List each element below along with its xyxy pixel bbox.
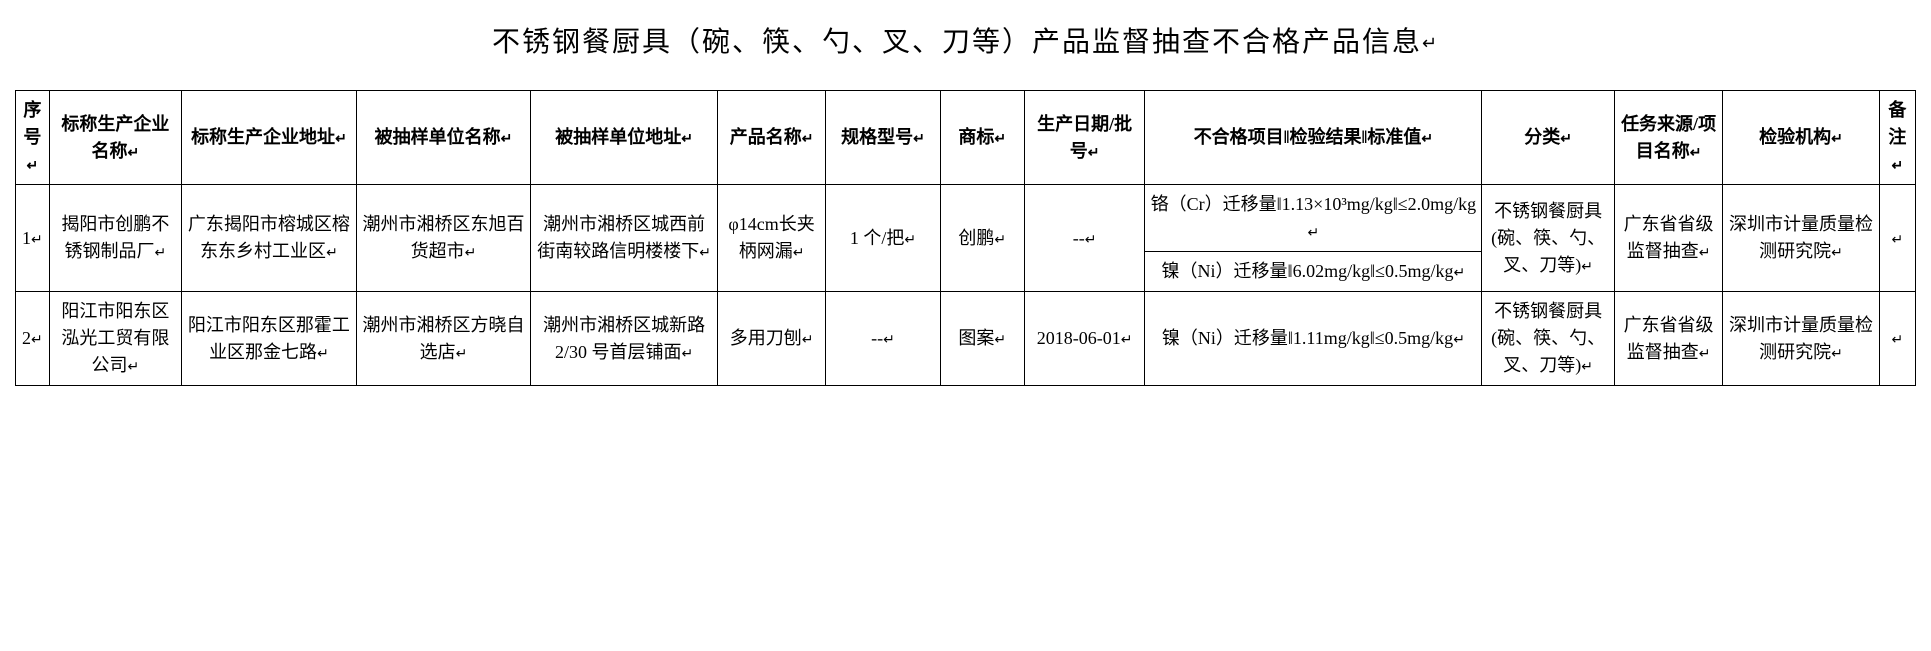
cell-date: 2018-06-01↵ — [1024, 292, 1144, 386]
cell-product-name: φ14cm长夹柄网漏↵ — [717, 185, 825, 292]
cell-fail: 镍（Ni）迁移量‖1.11mg/kg‖≤0.5mg/kg↵ — [1145, 292, 1482, 386]
inspection-table: 序号↵ 标称生产企业名称↵ 标称生产企业地址↵ 被抽样单位名称↵ 被抽样单位地址… — [15, 90, 1916, 386]
cell-task: 广东省省级监督抽查↵ — [1614, 292, 1722, 386]
col-category: 分类↵ — [1482, 91, 1614, 185]
col-seq: 序号↵ — [16, 91, 50, 185]
cell-note: ↵ — [1879, 185, 1915, 292]
title-text: 不锈钢餐厨具（碗、筷、勺、叉、刀等）产品监督抽查不合格产品信息 — [492, 26, 1422, 57]
cell-spec: --↵ — [826, 292, 940, 386]
cell-sampled-name: 潮州市湘桥区东旭百货超市↵ — [356, 185, 531, 292]
cell-org: 深圳市计量质量检测研究院↵ — [1723, 185, 1880, 292]
col-org: 检验机构↵ — [1723, 91, 1880, 185]
return-mark: ↵ — [1422, 33, 1439, 53]
cell-note: ↵ — [1879, 292, 1915, 386]
cell-brand: 创鹏↵ — [940, 185, 1024, 292]
col-ent-addr: 标称生产企业地址↵ — [182, 91, 357, 185]
table-row: 1↵ 揭阳市创鹏不锈钢制品厂↵ 广东揭阳市榕城区榕东东乡村工业区↵ 潮州市湘桥区… — [16, 185, 1916, 252]
cell-org: 深圳市计量质量检测研究院↵ — [1723, 292, 1880, 386]
col-sampled-addr: 被抽样单位地址↵ — [531, 91, 718, 185]
cell-task: 广东省省级监督抽查↵ — [1614, 185, 1722, 292]
cell-enterprise: 阳江市阳东区泓光工贸有限公司↵ — [49, 292, 181, 386]
col-product-name: 产品名称↵ — [717, 91, 825, 185]
col-date: 生产日期/批号↵ — [1024, 91, 1144, 185]
cell-date: --↵ — [1024, 185, 1144, 292]
col-brand: 商标↵ — [940, 91, 1024, 185]
col-enterprise: 标称生产企业名称↵ — [49, 91, 181, 185]
col-sampled-name: 被抽样单位名称↵ — [356, 91, 531, 185]
cell-ent-addr: 阳江市阳东区那霍工业区那金七路↵ — [182, 292, 357, 386]
cell-enterprise: 揭阳市创鹏不锈钢制品厂↵ — [49, 185, 181, 292]
cell-seq: 2↵ — [16, 292, 50, 386]
table-row: 2↵ 阳江市阳东区泓光工贸有限公司↵ 阳江市阳东区那霍工业区那金七路↵ 潮州市湘… — [16, 292, 1916, 386]
cell-brand: 图案↵ — [940, 292, 1024, 386]
header-row: 序号↵ 标称生产企业名称↵ 标称生产企业地址↵ 被抽样单位名称↵ 被抽样单位地址… — [16, 91, 1916, 185]
cell-fail-a: 铬（Cr）迁移量‖1.13×10³mg/kg‖≤2.0mg/kg↵ — [1145, 185, 1482, 252]
page-title: 不锈钢餐厨具（碗、筷、勺、叉、刀等）产品监督抽查不合格产品信息↵ — [15, 20, 1916, 60]
cell-fail-b: 镍（Ni）迁移量‖6.02mg/kg‖≤0.5mg/kg↵ — [1145, 252, 1482, 292]
cell-sampled-addr: 潮州市湘桥区城西前街南较路信明楼楼下↵ — [531, 185, 718, 292]
cell-sampled-addr: 潮州市湘桥区城新路 2/30 号首层铺面↵ — [531, 292, 718, 386]
cell-seq: 1↵ — [16, 185, 50, 292]
cell-category: 不锈钢餐厨具(碗、筷、勺、叉、刀等)↵ — [1482, 185, 1614, 292]
col-spec: 规格型号↵ — [826, 91, 940, 185]
cell-spec: 1 个/把↵ — [826, 185, 940, 292]
col-task: 任务来源/项目名称↵ — [1614, 91, 1722, 185]
cell-sampled-name: 潮州市湘桥区方晓自选店↵ — [356, 292, 531, 386]
cell-category: 不锈钢餐厨具(碗、筷、勺、叉、刀等)↵ — [1482, 292, 1614, 386]
cell-ent-addr: 广东揭阳市榕城区榕东东乡村工业区↵ — [182, 185, 357, 292]
col-fail: 不合格项目‖检验结果‖标准值↵ — [1145, 91, 1482, 185]
col-note: 备注↵ — [1879, 91, 1915, 185]
cell-product-name: 多用刀刨↵ — [717, 292, 825, 386]
